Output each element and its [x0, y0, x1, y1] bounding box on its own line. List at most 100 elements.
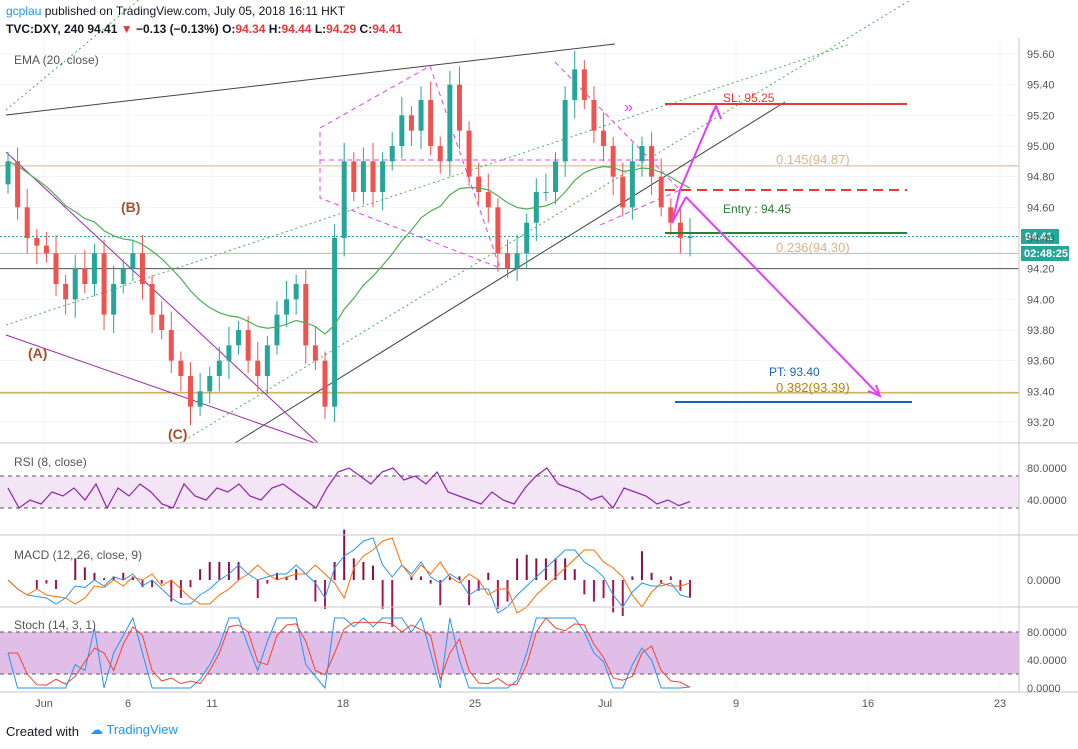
- falling-channel-bottom: [5, 334, 316, 444]
- countdown-tag: [1021, 246, 1069, 261]
- candle-body: [332, 238, 338, 407]
- x-tick-label: 9: [733, 698, 739, 710]
- y-tick-label: 94.60: [1027, 202, 1055, 214]
- candle-body: [120, 268, 126, 284]
- stoch-tick-label: 80.0000: [1027, 627, 1067, 639]
- low-label: L:: [314, 22, 327, 36]
- candle-body: [130, 253, 136, 269]
- candle-body: [5, 161, 11, 185]
- tradingview-logo[interactable]: ☁ TradingView: [90, 722, 178, 738]
- candle-body: [658, 176, 664, 208]
- x-tick-label: 25: [469, 698, 481, 710]
- close-value: 94.41: [372, 22, 403, 36]
- candle-body: [274, 314, 280, 346]
- candle-body: [149, 284, 155, 315]
- wave-b-label: (B): [121, 199, 140, 215]
- candle-body: [341, 161, 347, 238]
- candle-body: [581, 69, 587, 100]
- signal-line: [7, 537, 691, 614]
- candle-body: [524, 222, 530, 254]
- candle-body: [399, 115, 405, 146]
- candle-body: [216, 360, 222, 376]
- rsi-tick-label: 80.0000: [1027, 463, 1067, 475]
- candle-body: [610, 146, 616, 177]
- x-tick-label: 18: [337, 698, 349, 710]
- candle-body: [245, 330, 251, 361]
- fib-145-label: 0.145(94.87): [776, 152, 850, 167]
- candle-body: [159, 314, 165, 330]
- candle-body: [168, 330, 174, 361]
- candle-body: [514, 253, 520, 269]
- y-tick-label: 94.00: [1027, 294, 1055, 306]
- candle-body: [408, 115, 414, 131]
- candle-body: [322, 360, 328, 407]
- y-tick-label: 95.60: [1027, 49, 1055, 61]
- candle-body: [72, 268, 78, 300]
- candle-body: [101, 253, 107, 315]
- candle-body: [226, 345, 232, 361]
- trendline-rising: [234, 101, 786, 444]
- projection-arrows: [671, 103, 882, 398]
- candle-body: [620, 176, 626, 208]
- x-tick-label: Jul: [598, 698, 612, 710]
- author-link[interactable]: gcplau: [6, 4, 42, 18]
- candle-body: [197, 391, 203, 407]
- wave-a-label: (A): [28, 345, 47, 361]
- y-tick-label: 93.20: [1027, 417, 1055, 429]
- flag-pattern: [319, 65, 501, 269]
- y-tick-label: 93.80: [1027, 325, 1055, 337]
- ema-line: [7, 160, 691, 335]
- candle-body: [360, 161, 366, 192]
- candle-body: [380, 161, 386, 192]
- y-tick-label: 94.40: [1027, 233, 1055, 245]
- double-chevron-icon: »: [624, 99, 633, 116]
- candle-body: [591, 100, 597, 131]
- candle-body: [572, 69, 578, 100]
- down-arrow-icon: ▼: [120, 22, 133, 36]
- symbol-line: TVC:DXY, 240 94.41 ▼ −0.13 (−0.13%) O:94…: [6, 22, 402, 36]
- candle-body: [504, 253, 510, 269]
- open-value: 94.34: [235, 22, 266, 36]
- candle-body: [418, 100, 424, 131]
- macd-tick-label: 0.0000: [1027, 575, 1061, 587]
- candle-body: [207, 376, 213, 392]
- candle-body: [553, 161, 559, 192]
- y-tick-label: 94.20: [1027, 264, 1055, 276]
- candle-body: [53, 253, 59, 284]
- entry-label: Entry : 94.45: [723, 202, 791, 216]
- candle-body: [255, 360, 261, 376]
- candle-body: [649, 146, 655, 177]
- indicators: [0, 160, 1019, 690]
- candle-body: [447, 84, 453, 162]
- wave-c-label: (C): [168, 426, 187, 442]
- candle-body: [111, 284, 117, 315]
- x-tick-label: 16: [862, 698, 874, 710]
- trendline-top: [5, 43, 616, 116]
- candles: [5, 50, 693, 426]
- sl-label: SL: 95.25: [723, 91, 775, 105]
- candle-body: [236, 330, 242, 346]
- stoch-k-line: [7, 616, 691, 690]
- ema-label: EMA (20, close): [14, 53, 99, 67]
- x-tick-label: Jun: [35, 698, 53, 710]
- x-tick-label: 6: [125, 698, 131, 710]
- x-tick-label: 23: [994, 698, 1006, 710]
- candle-body: [562, 100, 568, 162]
- channel-mid: [5, 43, 851, 326]
- candle-body: [351, 161, 357, 192]
- y-tick-label: 95.00: [1027, 141, 1055, 153]
- stoch-d-line: [8, 617, 691, 688]
- channel-lower: [179, 0, 912, 444]
- candle-body: [543, 192, 549, 193]
- publish-text: published on TradingView.com, July 05, 2…: [44, 4, 346, 18]
- y-tick-label: 95.20: [1027, 110, 1055, 122]
- candle-body: [389, 146, 395, 162]
- publish-line: gcplau published on TradingView.com, Jul…: [6, 4, 345, 18]
- candle-body: [677, 222, 683, 238]
- candle-body: [466, 130, 472, 177]
- channel-upper: [5, 0, 140, 111]
- rsi-line: [7, 467, 691, 510]
- candle-body: [303, 284, 309, 346]
- candle-body: [687, 236, 693, 238]
- pt-label: PT: 93.40: [769, 365, 820, 379]
